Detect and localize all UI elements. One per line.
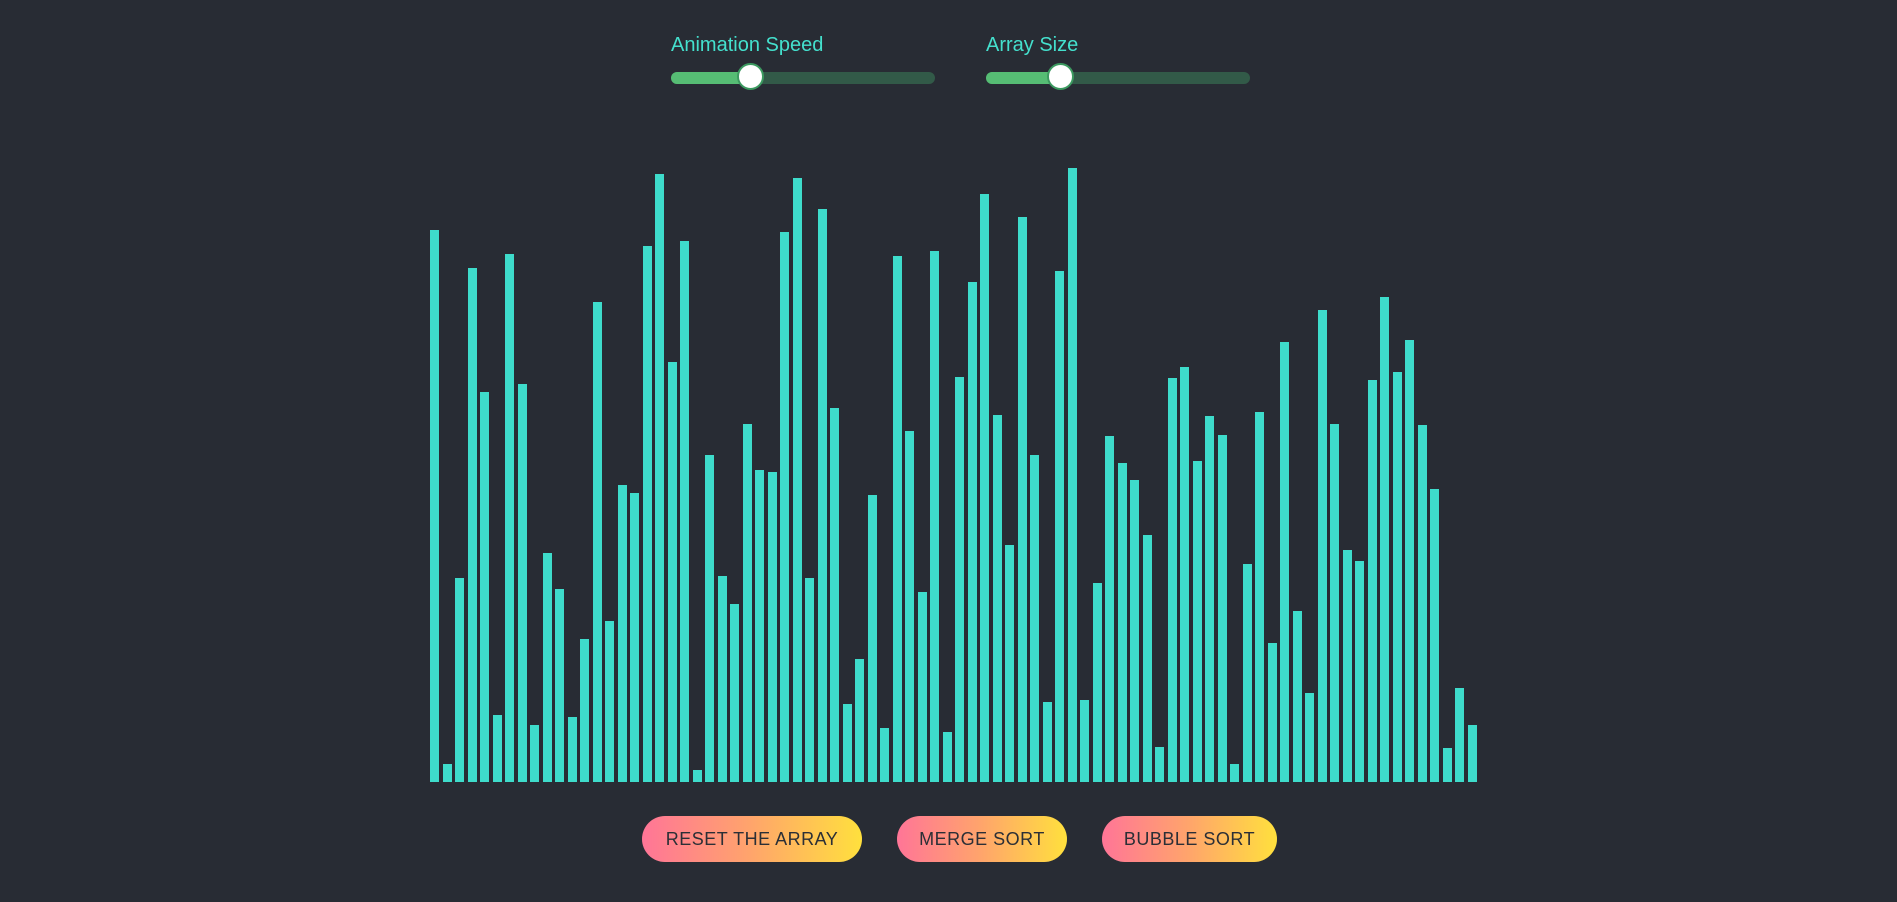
action-buttons: RESET THE ARRAY MERGE SORT BUBBLE SORT	[0, 816, 1897, 862]
array-size-slider-fill	[986, 72, 1060, 84]
array-bar	[1042, 701, 1052, 782]
array-bar	[630, 493, 639, 782]
array-bar	[780, 232, 789, 782]
animation-speed-label: Animation Speed	[671, 34, 824, 56]
animation-speed-slider[interactable]	[671, 63, 935, 90]
array-bar	[542, 552, 552, 782]
array-bar	[655, 173, 664, 782]
array-bar	[442, 764, 452, 782]
array-bar	[705, 454, 714, 782]
array-bar	[755, 469, 764, 782]
array-bar	[1142, 534, 1152, 782]
reset-array-button[interactable]: RESET THE ARRAY	[642, 816, 862, 862]
merge-sort-button[interactable]: MERGE SORT	[897, 816, 1067, 862]
array-bar	[1442, 748, 1452, 782]
array-bar	[555, 589, 564, 782]
array-size-label: Array Size	[986, 34, 1079, 56]
array-bar	[867, 495, 877, 782]
array-bar	[1192, 460, 1202, 782]
array-size-slider[interactable]	[986, 63, 1250, 90]
array-bar	[1055, 270, 1064, 782]
array-bar	[1217, 434, 1227, 782]
array-bar	[455, 578, 464, 782]
array-bar	[1155, 747, 1164, 782]
array-bar	[1430, 489, 1439, 782]
array-bar	[517, 383, 527, 782]
array-bar	[605, 620, 614, 782]
array-bar	[1255, 412, 1264, 782]
array-bar	[505, 254, 514, 782]
array-bar	[855, 659, 864, 782]
array-size-control: Array Size	[986, 33, 1250, 90]
array-bar	[1455, 688, 1464, 782]
array-bar	[1205, 416, 1214, 782]
array-bar	[767, 471, 777, 782]
array-bar	[717, 576, 727, 782]
array-bar	[1330, 424, 1339, 782]
array-bar	[1167, 377, 1177, 782]
array-bar	[967, 281, 977, 782]
array-bar	[1080, 699, 1089, 782]
array-bar	[792, 177, 802, 782]
array-bar	[1117, 462, 1127, 782]
array-bar	[980, 193, 989, 782]
animation-speed-slider-thumb[interactable]	[737, 63, 765, 90]
array-bar	[1067, 167, 1077, 782]
array-bar	[1230, 764, 1239, 782]
array-bar	[905, 431, 914, 782]
array-bar	[1242, 563, 1252, 782]
array-bar	[1355, 560, 1364, 782]
array-bar	[430, 230, 439, 782]
array-bar	[1130, 480, 1139, 782]
array-bar	[955, 376, 964, 782]
array-bar	[892, 255, 902, 782]
array-bar	[1005, 544, 1014, 782]
array-bar	[817, 208, 827, 782]
array-bar	[1380, 296, 1389, 782]
array-bar	[567, 716, 577, 782]
animation-speed-slider-fill	[671, 72, 751, 84]
array-bar	[880, 727, 889, 782]
array-bar	[467, 267, 477, 782]
array-bar	[1417, 425, 1427, 782]
array-bar	[642, 246, 652, 782]
array-bar	[617, 485, 627, 782]
array-bar	[530, 724, 539, 782]
array-bar	[492, 714, 502, 782]
array-bar	[1367, 379, 1377, 782]
array-bar	[1180, 366, 1189, 782]
bubble-sort-button[interactable]: BUBBLE SORT	[1102, 816, 1277, 862]
array-bar	[1305, 693, 1314, 782]
array-bar	[842, 703, 852, 782]
array-bar	[1317, 310, 1327, 782]
animation-speed-control: Animation Speed	[671, 33, 935, 90]
array-bar	[1030, 454, 1039, 782]
array-bar	[1267, 642, 1277, 782]
array-bar	[942, 731, 952, 782]
array-bar	[1105, 435, 1114, 782]
array-bar	[1280, 342, 1289, 782]
array-bar	[667, 361, 677, 782]
array-bar	[1092, 583, 1102, 782]
array-bar	[680, 241, 689, 782]
array-bar	[730, 604, 739, 782]
array-bar	[930, 251, 939, 782]
array-bar	[992, 415, 1002, 782]
array-bar	[1392, 371, 1402, 782]
array-bar	[592, 302, 602, 782]
array-bar	[1467, 724, 1477, 782]
array-bar	[480, 392, 489, 782]
array-bar	[692, 770, 702, 782]
array-bar	[805, 578, 814, 782]
array-size-slider-thumb[interactable]	[1046, 63, 1074, 90]
array-bar	[1405, 340, 1414, 782]
array-bar	[580, 638, 589, 782]
array-bar	[1292, 610, 1302, 782]
array-bar	[830, 408, 839, 782]
array-bar	[1342, 549, 1352, 782]
array-bar	[1017, 217, 1027, 782]
array-bar	[742, 424, 752, 782]
array-bar	[917, 592, 927, 782]
